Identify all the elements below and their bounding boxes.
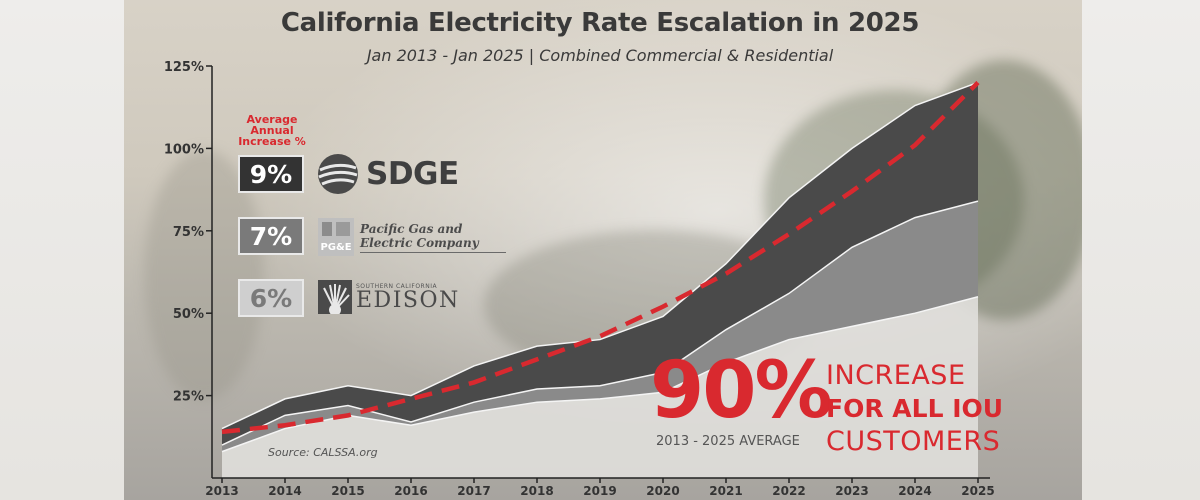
chart-subtitle: Jan 2013 - Jan 2025 | Combined Commercia… bbox=[366, 46, 834, 65]
x-tick-label: 2022 bbox=[772, 484, 805, 498]
sdge-pct-badge: 9% bbox=[238, 155, 304, 193]
avg-increase-label: Average Annual Increase % bbox=[232, 114, 312, 147]
pge-name-line-1: Pacific Gas and bbox=[360, 221, 463, 236]
x-tick-label: 2021 bbox=[709, 484, 742, 498]
y-tick-label: 25% bbox=[173, 390, 204, 405]
sce-area bbox=[222, 296, 978, 478]
increase-line-3: CUSTOMERS bbox=[826, 426, 1001, 457]
pge-line bbox=[221, 200, 979, 446]
sdge-name: SDGE bbox=[366, 156, 459, 192]
right-margin bbox=[1082, 0, 1200, 500]
sdge-globe-icon bbox=[318, 154, 358, 194]
sce-pct-badge: 6% bbox=[238, 279, 304, 317]
average-trend-line bbox=[221, 80, 980, 435]
sdge-line bbox=[221, 81, 979, 430]
edison-logo-icon bbox=[318, 280, 352, 314]
y-tick-label: 100% bbox=[164, 142, 204, 157]
sdge-area bbox=[222, 82, 978, 446]
x-tick-label: 2016 bbox=[394, 484, 427, 498]
edison-logo: SOUTHERN CALIFORNIA EDISON bbox=[318, 280, 460, 314]
avg-label-line-1: Average bbox=[246, 113, 298, 126]
chart-title: California Electricity Rate Escalation i… bbox=[280, 8, 920, 38]
x-tick-label: 2017 bbox=[457, 484, 490, 498]
y-tick-label: 50% bbox=[173, 307, 204, 322]
x-tick-label: 2018 bbox=[520, 484, 553, 498]
x-tick-label: 2020 bbox=[646, 484, 679, 498]
source-note: Source: CALSSA.org bbox=[268, 446, 378, 459]
x-tick-label: 2025 bbox=[961, 484, 994, 498]
pge-name-line-2: Electric Company bbox=[360, 235, 479, 250]
edison-small-text: SOUTHERN CALIFORNIA bbox=[356, 282, 438, 290]
pge-logo-icon: PG&E bbox=[318, 218, 354, 256]
average-period-label: 2013 - 2025 AVERAGE bbox=[656, 434, 800, 449]
increase-value: 90% bbox=[650, 346, 833, 436]
avg-label-line-3: Increase % bbox=[238, 135, 306, 148]
x-tick-label: 2023 bbox=[835, 484, 868, 498]
pge-underline bbox=[360, 251, 506, 253]
x-tick-label: 2014 bbox=[268, 484, 301, 498]
pge-pct-badge: 7% bbox=[238, 217, 304, 255]
x-tick-label: 2013 bbox=[205, 484, 238, 498]
y-tick-label: 125% bbox=[164, 60, 204, 75]
increase-line-2: FOR ALL IOU bbox=[826, 394, 1004, 423]
x-tick-label: 2015 bbox=[331, 484, 364, 498]
avg-label-line-2: Annual bbox=[250, 124, 294, 137]
edison-name: EDISON bbox=[356, 287, 460, 313]
svg-text:PG&E: PG&E bbox=[320, 242, 351, 253]
y-tick-label: 75% bbox=[173, 225, 204, 240]
left-margin bbox=[0, 0, 124, 500]
x-tick-label: 2019 bbox=[583, 484, 616, 498]
x-tick-label: 2024 bbox=[898, 484, 931, 498]
pge-area bbox=[222, 201, 978, 452]
increase-line-1: INCREASE bbox=[826, 360, 966, 391]
sdge-logo: SDGE bbox=[316, 152, 459, 196]
pge-logo: PG&E Pacific Gas and Electric Company bbox=[318, 218, 506, 256]
